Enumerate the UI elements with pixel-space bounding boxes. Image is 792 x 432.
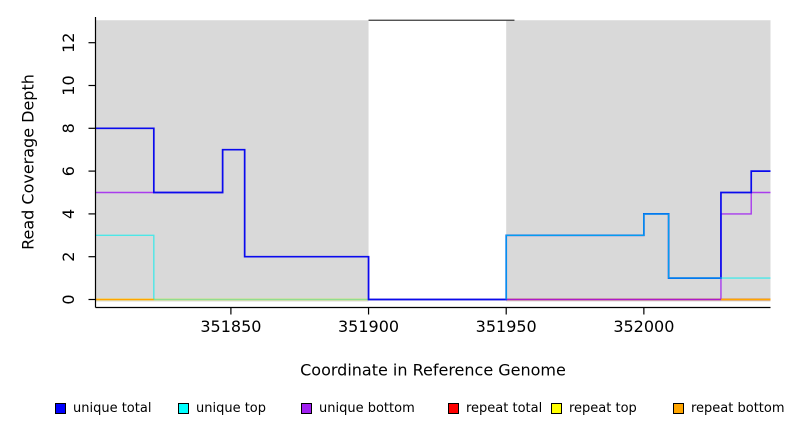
y-axis-tick-label: 12: [59, 33, 78, 53]
legend-swatch-icon: [448, 403, 459, 414]
y-axis-tick-label: 6: [59, 166, 78, 176]
x-axis-title: Coordinate in Reference Genome: [300, 360, 566, 380]
legend-item-repeat-bottom: repeat bottom: [673, 401, 785, 416]
legend-label: unique total: [73, 401, 152, 416]
legend-swatch-icon: [55, 403, 66, 414]
x-axis-tick-label: 352000: [613, 317, 674, 336]
legend-item-repeat-total: repeat total: [448, 401, 542, 416]
legend-swatch-icon: [178, 403, 189, 414]
legend-swatch-icon: [673, 403, 684, 414]
y-axis-title: Read Coverage Depth: [18, 74, 38, 250]
y-axis-tick-label: 8: [59, 123, 78, 133]
y-axis-tick-label: 2: [59, 252, 78, 262]
x-axis-tick-label: 351900: [338, 317, 399, 336]
legend-item-unique-bottom: unique bottom: [301, 401, 415, 416]
x-axis-tick-label: 351850: [200, 317, 261, 336]
legend-label: unique bottom: [319, 401, 415, 416]
series-line-unique-top: [505, 213, 771, 300]
y-axis-tick-label: 4: [59, 209, 78, 219]
legend-item-unique-total: unique total: [55, 401, 151, 416]
x-axis-tick-label: 351950: [476, 317, 537, 336]
legend-swatch-icon: [301, 403, 312, 414]
legend-label: repeat bottom: [691, 401, 785, 416]
y-axis-tick-label: 10: [59, 75, 78, 95]
shaded-covered-region: [506, 20, 771, 302]
legend-label: repeat top: [569, 401, 637, 416]
y-axis-tick-label: 0: [59, 294, 78, 304]
legend-label: repeat total: [466, 401, 543, 416]
legend-item-repeat-top: repeat top: [551, 401, 637, 416]
series-line-unique-top: [96, 234, 155, 300]
legend-label: unique top: [196, 401, 267, 416]
legend-item-unique-top: unique top: [178, 401, 266, 416]
shaded-covered-region: [96, 20, 369, 302]
legend-swatch-icon: [551, 403, 562, 414]
